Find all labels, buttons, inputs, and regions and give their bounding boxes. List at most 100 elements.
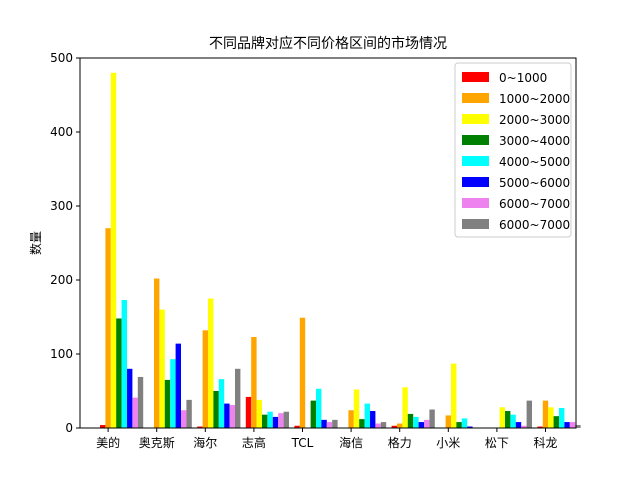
- legend-label: 3000~4000: [499, 134, 570, 148]
- y-tick-label: 300: [50, 199, 73, 213]
- x-tick-label: TCL: [291, 436, 314, 450]
- bar-2-5: [224, 403, 230, 428]
- legend-label: 5000~6000: [499, 176, 570, 190]
- y-tick-label: 400: [50, 125, 73, 139]
- bar-0-1: [105, 228, 111, 428]
- x-tick-label: 海信: [339, 435, 363, 450]
- legend-swatch: [462, 198, 489, 208]
- x-tick-label: 格力: [388, 435, 412, 450]
- bar-1-3: [164, 379, 171, 428]
- bar-4-5: [321, 419, 327, 428]
- x-tick-label: 松下: [485, 436, 509, 450]
- bar-2-0: [197, 426, 203, 428]
- bar-1-6: [181, 410, 187, 428]
- bar-3-1: [251, 336, 257, 428]
- legend-label: 0~1000: [499, 71, 547, 85]
- bar-0-4: [121, 299, 127, 428]
- bar-1-4: [170, 359, 176, 428]
- legend-swatch: [462, 135, 489, 145]
- bar-6-5: [418, 422, 424, 428]
- bar-6-2: [402, 387, 408, 428]
- legend-box: [454, 62, 572, 238]
- legend-swatch: [462, 219, 489, 229]
- bar-5-2: [353, 389, 360, 428]
- bar-9-2: [548, 407, 554, 428]
- bar-5-6: [375, 423, 381, 428]
- y-axis: 0 100 200 300 400 500: [50, 51, 80, 435]
- legend-label: 2000~3000: [499, 113, 570, 127]
- bar-0-5: [127, 368, 133, 428]
- bar-2-4: [218, 379, 225, 428]
- bar-1-1: [154, 278, 160, 428]
- bar-3-2: [256, 399, 262, 428]
- legend: 0~1000 1000~2000 2000~3000 3000~4000 4000~50…: [454, 62, 572, 238]
- bar-6-4: [413, 416, 419, 428]
- bar-5-3: [359, 419, 365, 428]
- bar-1-2: [159, 309, 165, 428]
- bar-8-3: [505, 410, 511, 428]
- bar-2-3: [213, 391, 219, 428]
- bar-8-4: [510, 414, 516, 428]
- bar-4-6: [326, 422, 333, 428]
- bar-4-7: [332, 419, 338, 428]
- bar-3-3: [262, 414, 268, 428]
- legend-swatch: [462, 177, 489, 187]
- bar-0-3: [116, 318, 122, 428]
- legend-swatch: [462, 114, 489, 124]
- x-axis: 美的 奥克斯 海尔 志高 TCL 海信 格力 小米 松下 科龙: [96, 428, 558, 450]
- bar-3-5: [272, 416, 279, 428]
- x-tick-label: 科龙: [533, 436, 557, 450]
- legend-label: 6000~7000: [499, 197, 570, 211]
- bar-2-7: [235, 368, 241, 428]
- bar-1-5: [175, 343, 181, 428]
- bar-4-3: [310, 400, 316, 428]
- bar-2-2: [208, 298, 214, 428]
- bar-0-6: [132, 397, 138, 428]
- bar-9-4: [559, 408, 565, 428]
- bar-5-5: [370, 410, 376, 428]
- bar-8-7: [526, 400, 532, 428]
- bar-6-1: [397, 423, 403, 428]
- legend-swatch: [462, 72, 489, 82]
- bar-1-7: [186, 399, 192, 428]
- bar-7-1: [445, 415, 451, 428]
- bar-6-0: [391, 425, 397, 428]
- x-tick-label: 志高: [242, 435, 266, 450]
- bar-9-6: [569, 422, 576, 428]
- bar-9-0: [537, 426, 543, 428]
- legend-swatch: [462, 156, 489, 166]
- bar-9-3: [553, 416, 559, 428]
- bar-9-7: [575, 425, 581, 428]
- bar-9-5: [564, 422, 570, 428]
- bar-8-6: [521, 425, 527, 428]
- bar-9-1: [542, 400, 549, 428]
- bar-2-1: [202, 330, 208, 428]
- bar-0-2: [110, 72, 117, 429]
- y-tick-label: 0: [65, 421, 73, 435]
- chart-title: 不同品牌对应不同价格区间的市场情况: [209, 35, 447, 52]
- x-tick-label: 海尔: [193, 435, 217, 450]
- bar-8-2: [499, 407, 505, 428]
- x-tick-label: 奥克斯: [139, 436, 175, 450]
- x-tick-label: 小米: [436, 436, 460, 450]
- bar-2-6: [229, 405, 235, 428]
- legend-label: 1000~2000: [499, 92, 570, 106]
- bar-0-0: [100, 425, 106, 428]
- y-tick-label: 500: [50, 51, 73, 65]
- bar-4-4: [316, 388, 322, 428]
- bar-7-3: [456, 422, 462, 428]
- bar-7-5: [467, 426, 473, 428]
- legend-label: 4000~5000: [499, 155, 570, 169]
- bar-5-4: [364, 403, 370, 428]
- bar-6-3: [407, 413, 414, 428]
- bar-7-2: [451, 363, 457, 428]
- bar-8-5: [515, 422, 522, 428]
- bar-4-0: [294, 425, 300, 428]
- bar-4-1: [299, 317, 306, 428]
- y-tick-label: 100: [50, 347, 73, 361]
- bar-5-7: [380, 422, 387, 428]
- bar-5-1: [348, 410, 354, 428]
- x-tick-label: 美的: [96, 435, 120, 450]
- bar-0-7: [137, 376, 144, 428]
